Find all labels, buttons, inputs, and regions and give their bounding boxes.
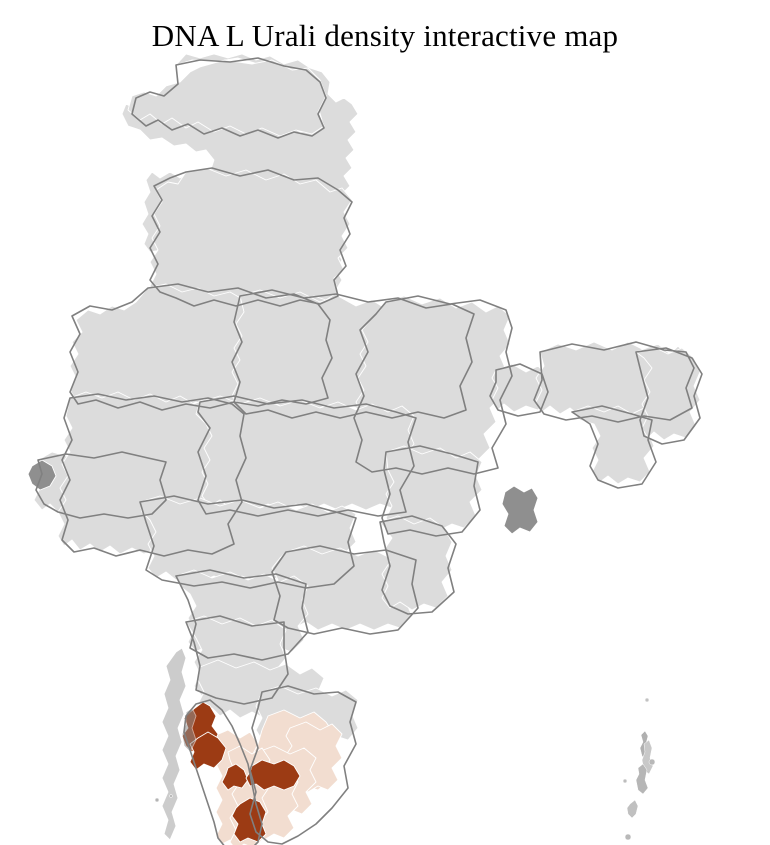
island-dot[interactable] xyxy=(154,797,160,803)
state-border-tamilnadu xyxy=(250,686,356,844)
island-dot[interactable] xyxy=(644,697,650,703)
island-dot[interactable] xyxy=(622,778,628,784)
state-border xyxy=(140,496,356,588)
andaman-nicobar-islands[interactable] xyxy=(622,697,656,845)
island-dot[interactable] xyxy=(624,833,632,841)
state-border-kerala xyxy=(184,700,262,845)
district-region[interactable] xyxy=(150,168,352,302)
district-region-high[interactable] xyxy=(246,760,300,790)
island-region[interactable] xyxy=(642,740,653,774)
state-border xyxy=(534,342,694,422)
lakshadweep-islands[interactable] xyxy=(154,794,173,803)
state-border xyxy=(380,516,456,614)
state-border xyxy=(176,570,308,660)
state-border xyxy=(572,406,656,488)
state-border xyxy=(70,284,332,410)
state-border xyxy=(636,348,702,444)
map-canvas[interactable] xyxy=(0,52,770,845)
state-border xyxy=(150,168,352,306)
district-region[interactable] xyxy=(572,406,654,484)
island-dot[interactable] xyxy=(648,758,656,766)
island-region[interactable] xyxy=(636,764,648,794)
india-choropleth-svg[interactable] xyxy=(0,52,770,845)
district-region[interactable] xyxy=(128,60,326,136)
district-region[interactable] xyxy=(502,486,538,534)
state-border xyxy=(272,546,418,634)
island-dot[interactable] xyxy=(169,794,173,798)
state-border xyxy=(490,364,548,416)
state-border xyxy=(186,616,288,704)
page-title: DNA L Urali density interactive map xyxy=(151,18,619,53)
state-border xyxy=(132,58,326,138)
district-region[interactable] xyxy=(386,446,482,530)
district-region-high[interactable] xyxy=(222,764,248,790)
state-border xyxy=(36,452,166,518)
district-region[interactable] xyxy=(196,396,414,510)
state-border xyxy=(232,290,474,418)
districts-layer xyxy=(28,54,700,845)
district-region-high[interactable] xyxy=(190,732,226,770)
state-border xyxy=(60,394,246,556)
coast-shadow xyxy=(162,648,186,840)
island-region[interactable] xyxy=(627,800,638,818)
state-borders-layer xyxy=(36,58,702,845)
state-border xyxy=(354,296,512,474)
state-border xyxy=(198,396,416,516)
